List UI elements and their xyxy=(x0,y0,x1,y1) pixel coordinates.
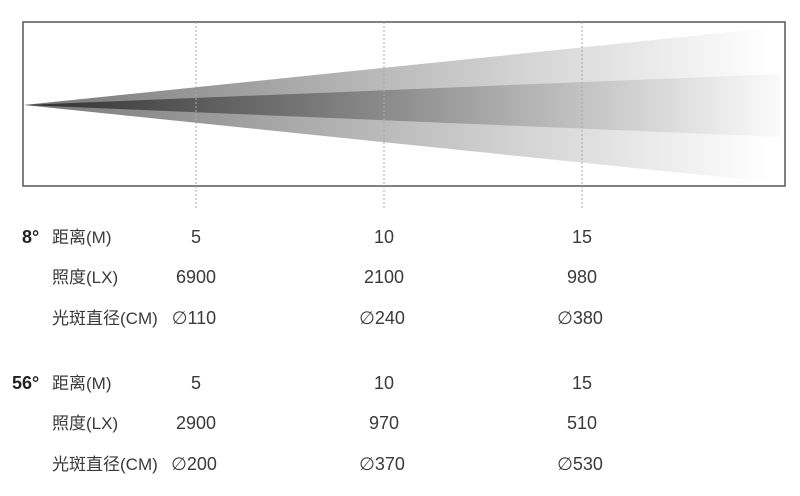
illuminance-value: 2100 xyxy=(363,267,405,287)
illuminance-value: 2900 xyxy=(175,413,217,433)
illuminance-value: 510 xyxy=(566,413,598,433)
beam-diagram xyxy=(22,21,786,208)
distance-label: 距离(M) xyxy=(52,228,112,247)
distance-label: 距离(M) xyxy=(52,374,112,393)
spot-diameter-value: ∅240 xyxy=(359,308,405,328)
narrow-beam-cone xyxy=(24,74,780,137)
spot-diameter-value: ∅370 xyxy=(359,454,405,474)
distance-value: 15 xyxy=(571,227,593,247)
spot-diameter-label: 光斑直径(CM) xyxy=(52,309,158,328)
illuminance-label: 照度(LX) xyxy=(52,268,119,287)
illuminance-value: 980 xyxy=(566,267,598,287)
spot-diameter-value: ∅110 xyxy=(171,308,217,328)
distance-value: 5 xyxy=(190,227,202,247)
spot-diameter-value: ∅530 xyxy=(557,454,603,474)
illuminance-label: 照度(LX) xyxy=(52,414,119,433)
distance-value: 10 xyxy=(373,227,395,247)
spot-diameter-label: 光斑直径(CM) xyxy=(52,455,158,474)
distance-value: 10 xyxy=(373,373,395,393)
distance-value: 15 xyxy=(571,373,593,393)
distance-value: 5 xyxy=(190,373,202,393)
beam-angle-56: 56° xyxy=(12,373,40,393)
illuminance-value: 6900 xyxy=(175,267,217,287)
spot-diameter-value: ∅380 xyxy=(557,308,603,328)
spot-diameter-value: ∅200 xyxy=(171,454,217,474)
illuminance-value: 970 xyxy=(368,413,400,433)
beam-angle-8: 8° xyxy=(22,227,40,247)
